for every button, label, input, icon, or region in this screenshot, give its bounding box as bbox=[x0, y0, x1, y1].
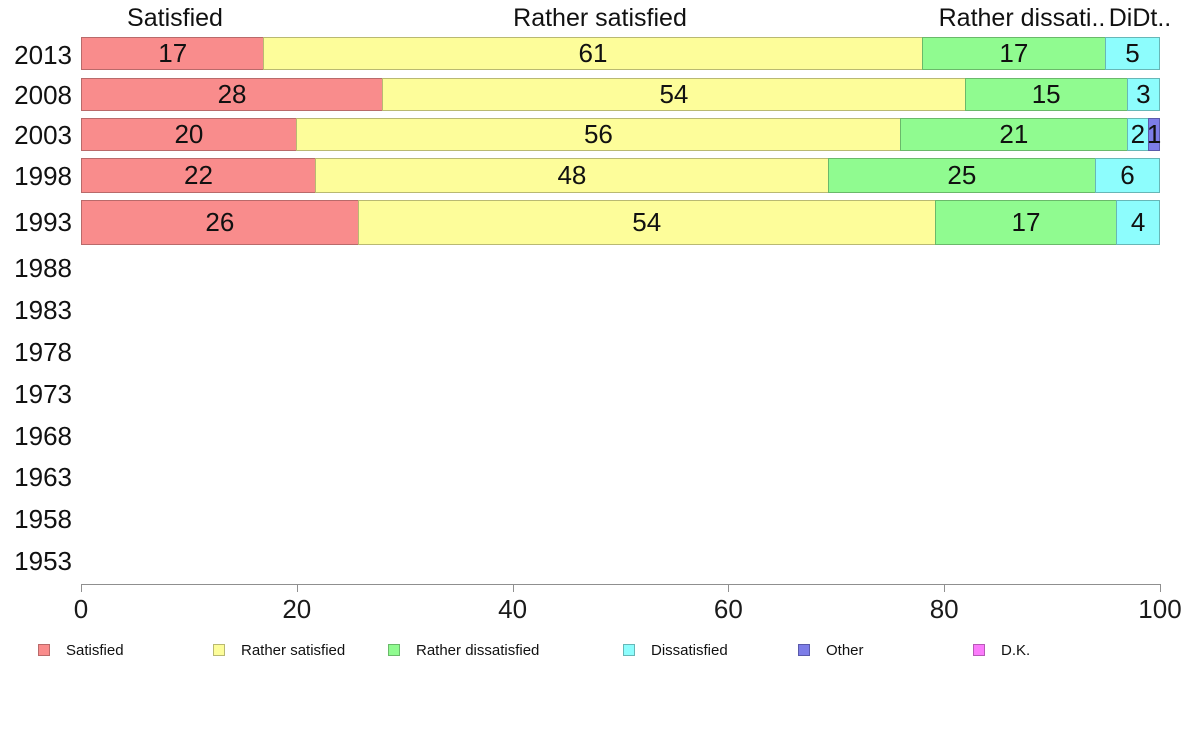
x-axis-tick bbox=[944, 584, 946, 592]
x-axis-tick-label: 0 bbox=[73, 594, 89, 624]
x-axis-line bbox=[81, 584, 1161, 585]
bar-segment: 17 bbox=[921, 37, 1107, 70]
legend-swatch bbox=[213, 644, 225, 656]
bar-segment: 28 bbox=[81, 78, 384, 111]
bar-segment: 22 bbox=[81, 158, 317, 193]
bar-segment: 5 bbox=[1105, 37, 1160, 70]
bar-segment: 20 bbox=[81, 118, 297, 151]
legend-label: Dissatisfied bbox=[651, 641, 728, 659]
bar-segment: 17 bbox=[934, 200, 1118, 245]
bar-segment: 21 bbox=[900, 118, 1128, 151]
segment-value-label: 5 bbox=[1125, 38, 1140, 68]
x-axis-tick bbox=[296, 584, 298, 592]
bar-segment: 54 bbox=[357, 200, 936, 245]
x-axis-tick-label: 60 bbox=[713, 594, 743, 624]
year-label: 1968 bbox=[14, 421, 72, 451]
year-label: 1963 bbox=[14, 462, 72, 492]
year-label: 2003 bbox=[14, 119, 72, 150]
x-axis-tick bbox=[728, 584, 730, 592]
year-label: 1973 bbox=[14, 379, 72, 409]
year-label: 1983 bbox=[14, 295, 72, 325]
bar-segment: 61 bbox=[263, 37, 923, 70]
bar-segment: 17 bbox=[81, 37, 265, 70]
segment-value-label: 6 bbox=[1120, 160, 1135, 190]
column-header: Rather dissati.. bbox=[938, 4, 1106, 32]
column-header: DiDt.. bbox=[1108, 4, 1172, 32]
legend-item: Other bbox=[798, 641, 864, 659]
bar-segment: 25 bbox=[827, 158, 1096, 193]
x-axis-tick-label: 20 bbox=[282, 594, 312, 624]
year-label: 1993 bbox=[14, 207, 72, 237]
legend-swatch bbox=[388, 644, 400, 656]
segment-value-label: 20 bbox=[174, 119, 204, 149]
year-label: 2008 bbox=[14, 80, 72, 110]
year-label: 1988 bbox=[14, 253, 72, 283]
segment-value-label: 17 bbox=[1011, 207, 1041, 237]
legend-label: Rather satisfied bbox=[241, 641, 346, 659]
legend-swatch bbox=[623, 644, 635, 656]
segment-value-label: 21 bbox=[999, 119, 1029, 149]
x-axis-tick-label: 80 bbox=[929, 594, 959, 624]
bar-segment: 26 bbox=[81, 200, 359, 245]
bar-segment: 2 bbox=[1126, 118, 1150, 151]
segment-value-label: 2 bbox=[1130, 119, 1146, 149]
legend-label: Other bbox=[826, 641, 864, 659]
column-header: Rather satisfied bbox=[513, 4, 687, 32]
column-header: Satisfied bbox=[127, 4, 223, 32]
segment-value-label: 54 bbox=[632, 207, 662, 237]
segment-value-label: 1 bbox=[1146, 119, 1162, 149]
x-axis-tick-label: 40 bbox=[498, 594, 528, 624]
segment-value-label: 26 bbox=[205, 207, 235, 237]
year-label: 2013 bbox=[14, 40, 72, 70]
legend-swatch bbox=[973, 644, 985, 656]
legend-item: Dissatisfied bbox=[623, 641, 728, 659]
segment-value-label: 17 bbox=[999, 38, 1029, 68]
segment-value-label: 25 bbox=[947, 160, 977, 190]
legend-item: Rather dissatisfied bbox=[388, 641, 540, 659]
segment-value-label: 54 bbox=[659, 79, 689, 109]
year-label: 1978 bbox=[14, 337, 72, 367]
year-label: 1998 bbox=[14, 160, 72, 191]
bar-segment: 54 bbox=[382, 78, 966, 111]
x-axis-tick bbox=[512, 584, 514, 592]
segment-value-label: 61 bbox=[578, 38, 608, 68]
segment-value-label: 48 bbox=[557, 160, 587, 190]
legend-label: Rather dissatisfied bbox=[416, 641, 540, 659]
legend-item: Satisfied bbox=[38, 641, 124, 659]
segment-value-label: 17 bbox=[158, 38, 188, 68]
bar-segment: 6 bbox=[1094, 158, 1160, 193]
segment-value-label: 3 bbox=[1136, 79, 1151, 109]
legend-label: D.K. bbox=[1001, 641, 1031, 659]
segment-value-label: 15 bbox=[1031, 79, 1061, 109]
segment-value-label: 4 bbox=[1130, 207, 1146, 237]
legend-label: Satisfied bbox=[66, 641, 124, 659]
bar-segment: 56 bbox=[295, 118, 902, 151]
year-label: 1958 bbox=[14, 504, 72, 534]
year-label: 1953 bbox=[14, 545, 72, 576]
segment-value-label: 28 bbox=[217, 79, 247, 109]
segment-value-label: 22 bbox=[184, 160, 213, 190]
bar-segment: 3 bbox=[1126, 78, 1160, 111]
bar-segment: 15 bbox=[964, 78, 1128, 111]
bar-segment: 1 bbox=[1146, 118, 1162, 151]
bar-segment: 48 bbox=[315, 158, 829, 193]
x-axis-tick bbox=[1160, 584, 1161, 592]
x-axis-tick-label: 100 bbox=[1138, 594, 1182, 624]
legend-item: D.K. bbox=[973, 641, 1031, 659]
segment-value-label: 56 bbox=[583, 119, 613, 149]
legend-swatch bbox=[38, 644, 50, 656]
legend-item: Rather satisfied bbox=[213, 641, 346, 659]
legend-swatch bbox=[798, 644, 810, 656]
bar-segment: 4 bbox=[1116, 200, 1160, 245]
x-axis-tick bbox=[81, 584, 82, 592]
